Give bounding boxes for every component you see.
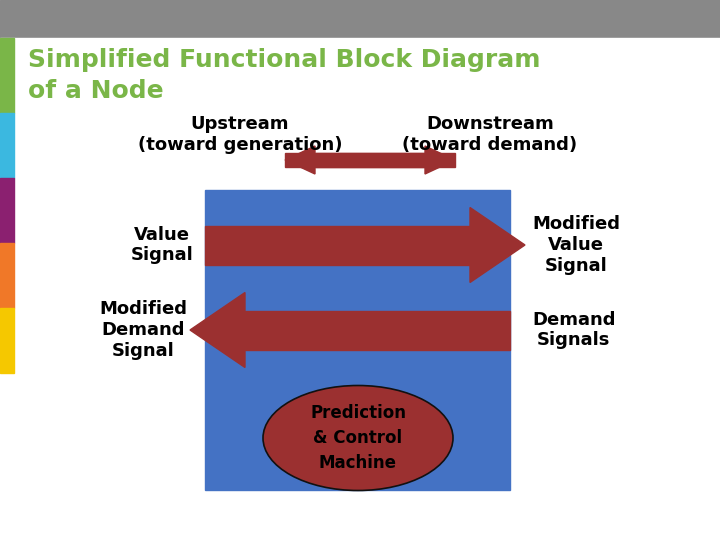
Text: Value
Signal: Value Signal xyxy=(130,226,193,265)
Polygon shape xyxy=(190,293,245,368)
Bar xyxy=(0,243,14,308)
Polygon shape xyxy=(470,207,525,282)
Text: Modified
Demand
Signal: Modified Demand Signal xyxy=(99,300,187,360)
Bar xyxy=(245,310,510,349)
Text: Modified
Value
Signal: Modified Value Signal xyxy=(532,215,620,275)
Bar xyxy=(0,178,14,243)
Bar xyxy=(205,190,510,490)
Polygon shape xyxy=(285,146,315,174)
Bar xyxy=(0,0,720,38)
Text: Simplified Functional Block Diagram
of a Node: Simplified Functional Block Diagram of a… xyxy=(28,48,541,103)
Bar xyxy=(0,38,720,113)
Text: Upstream
(toward generation): Upstream (toward generation) xyxy=(138,115,342,154)
Bar xyxy=(0,113,14,178)
Text: Downstream
(toward demand): Downstream (toward demand) xyxy=(402,115,577,154)
Polygon shape xyxy=(425,146,455,174)
Bar xyxy=(285,153,425,167)
Bar xyxy=(0,308,14,373)
Ellipse shape xyxy=(263,386,453,490)
Bar xyxy=(315,153,455,167)
Text: Prediction
& Control
Machine: Prediction & Control Machine xyxy=(310,404,406,472)
Bar xyxy=(0,38,14,113)
Text: Demand
Signals: Demand Signals xyxy=(532,310,616,349)
Bar xyxy=(205,226,470,265)
